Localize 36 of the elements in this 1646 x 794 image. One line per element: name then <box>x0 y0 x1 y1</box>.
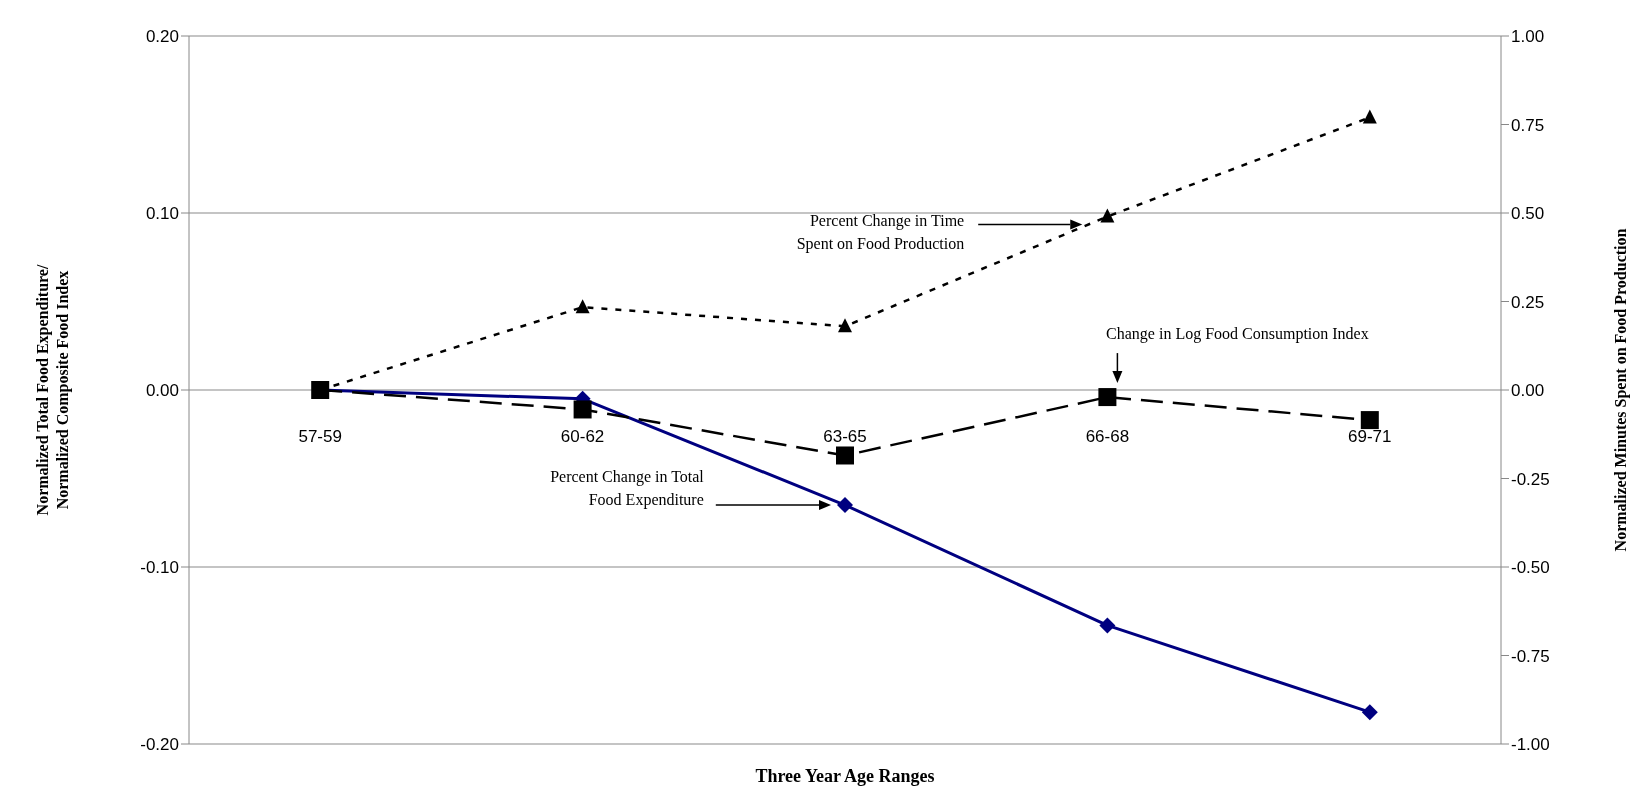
point <box>838 318 852 333</box>
y2-tick-label: 0.50 <box>1511 204 1545 224</box>
y-axis-title: Normalized Total Food Expenditure/ Normalized Composite Food Index <box>34 264 72 516</box>
y2-tick-label: 0.00 <box>1511 381 1545 401</box>
point <box>1098 388 1117 407</box>
y-tick-label: -0.10 <box>140 558 179 578</box>
y2-tick-label: -1.00 <box>1511 735 1550 755</box>
series-label: Percent Change in Time Spent on Food Production <box>796 212 965 254</box>
series-label: Percent Change in Total Food Expenditure <box>550 467 705 509</box>
y-tick-label: 0.00 <box>145 381 179 401</box>
y2-axis-title: Normalized Minutes Spent on Food Production <box>1612 228 1630 552</box>
y-tick-label: 0.20 <box>145 27 179 47</box>
y2-tick-label: -0.75 <box>1511 646 1550 666</box>
x-tick-label: 57-59 <box>298 427 342 446</box>
y2-tick-label: 0.75 <box>1511 115 1545 135</box>
point <box>1360 411 1379 430</box>
y2-tick-label: 0.25 <box>1511 292 1545 312</box>
point <box>1100 208 1115 223</box>
x-tick-label: 66-68 <box>1085 427 1130 446</box>
point <box>1099 617 1116 634</box>
x-tick-label: 69-71 <box>1348 427 1392 446</box>
point <box>837 497 853 514</box>
point <box>573 400 592 419</box>
y2-tick-label: -0.50 <box>1511 558 1550 578</box>
point <box>1361 704 1378 721</box>
x-axis-title: Three Year Age Ranges <box>755 766 935 786</box>
point <box>836 446 854 465</box>
y-tick-label: -0.20 <box>140 735 179 755</box>
x-tick-label: 60-62 <box>560 427 605 446</box>
point <box>575 299 590 314</box>
y2-tick-label: -0.25 <box>1511 469 1550 489</box>
point <box>1362 109 1377 124</box>
y2-tick-label: 1.00 <box>1511 27 1545 47</box>
y-tick-label: 0.10 <box>145 204 179 224</box>
text: Change in Log Food Consumption Index <box>1106 325 1369 344</box>
x-tick-label: 63-65 <box>823 427 867 446</box>
